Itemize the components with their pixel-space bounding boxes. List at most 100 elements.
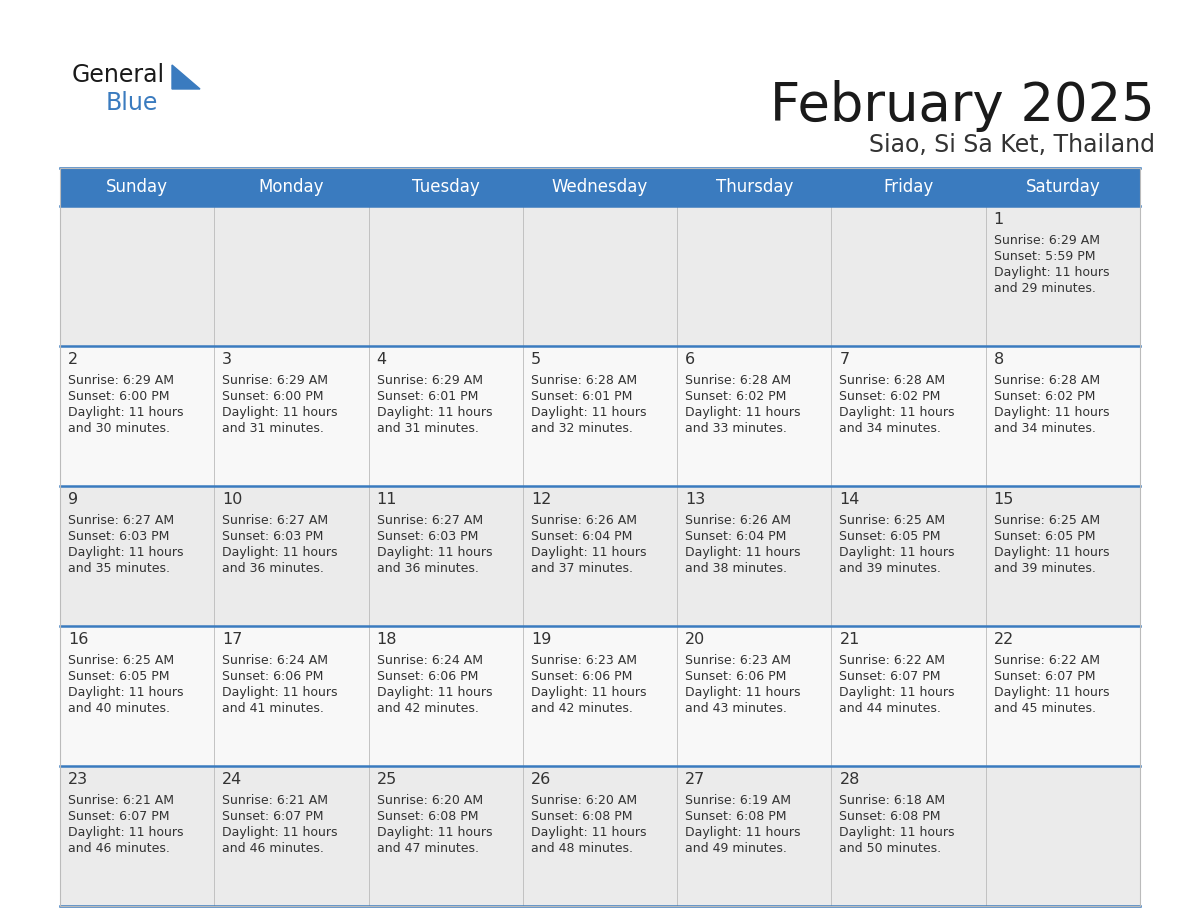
Text: Sunset: 6:08 PM: Sunset: 6:08 PM xyxy=(685,810,786,823)
Text: Daylight: 11 hours: Daylight: 11 hours xyxy=(377,546,492,559)
Text: Daylight: 11 hours: Daylight: 11 hours xyxy=(222,546,337,559)
Text: 7: 7 xyxy=(840,352,849,367)
Text: 6: 6 xyxy=(685,352,695,367)
Text: 5: 5 xyxy=(531,352,541,367)
Text: and 45 minutes.: and 45 minutes. xyxy=(993,702,1095,715)
Polygon shape xyxy=(172,65,200,89)
Text: Sunset: 6:03 PM: Sunset: 6:03 PM xyxy=(222,530,323,543)
Text: Sunset: 6:08 PM: Sunset: 6:08 PM xyxy=(377,810,478,823)
Text: and 34 minutes.: and 34 minutes. xyxy=(993,422,1095,435)
Bar xyxy=(61,346,1140,486)
Text: Sunrise: 6:25 AM: Sunrise: 6:25 AM xyxy=(68,654,175,667)
Text: Daylight: 11 hours: Daylight: 11 hours xyxy=(685,686,801,699)
Text: 19: 19 xyxy=(531,632,551,647)
Text: Daylight: 11 hours: Daylight: 11 hours xyxy=(531,546,646,559)
Text: Sunrise: 6:29 AM: Sunrise: 6:29 AM xyxy=(68,374,173,387)
Text: Sunrise: 6:25 AM: Sunrise: 6:25 AM xyxy=(840,514,946,527)
Text: Tuesday: Tuesday xyxy=(412,178,480,196)
Text: Monday: Monday xyxy=(259,178,324,196)
Text: 2: 2 xyxy=(68,352,78,367)
Text: Sunrise: 6:23 AM: Sunrise: 6:23 AM xyxy=(685,654,791,667)
Text: and 37 minutes.: and 37 minutes. xyxy=(531,562,633,575)
Text: Sunset: 6:07 PM: Sunset: 6:07 PM xyxy=(840,670,941,683)
Text: Daylight: 11 hours: Daylight: 11 hours xyxy=(68,826,183,839)
Text: Sunrise: 6:27 AM: Sunrise: 6:27 AM xyxy=(222,514,328,527)
Text: Sunrise: 6:29 AM: Sunrise: 6:29 AM xyxy=(377,374,482,387)
Text: Wednesday: Wednesday xyxy=(552,178,649,196)
Text: Sunrise: 6:29 AM: Sunrise: 6:29 AM xyxy=(993,234,1100,247)
Text: and 39 minutes.: and 39 minutes. xyxy=(993,562,1095,575)
Text: Siao, Si Sa Ket, Thailand: Siao, Si Sa Ket, Thailand xyxy=(868,133,1155,157)
Text: and 42 minutes.: and 42 minutes. xyxy=(531,702,633,715)
Text: and 41 minutes.: and 41 minutes. xyxy=(222,702,324,715)
Text: 22: 22 xyxy=(993,632,1015,647)
Text: 14: 14 xyxy=(840,492,860,507)
Text: and 29 minutes.: and 29 minutes. xyxy=(993,282,1095,295)
Text: Sunrise: 6:25 AM: Sunrise: 6:25 AM xyxy=(993,514,1100,527)
Text: and 50 minutes.: and 50 minutes. xyxy=(840,842,942,855)
Text: Daylight: 11 hours: Daylight: 11 hours xyxy=(531,406,646,419)
Text: Daylight: 11 hours: Daylight: 11 hours xyxy=(531,686,646,699)
Text: Sunset: 6:01 PM: Sunset: 6:01 PM xyxy=(531,390,632,403)
Text: and 31 minutes.: and 31 minutes. xyxy=(222,422,324,435)
Text: Sunset: 6:03 PM: Sunset: 6:03 PM xyxy=(68,530,170,543)
Text: Sunset: 6:05 PM: Sunset: 6:05 PM xyxy=(68,670,170,683)
Text: Daylight: 11 hours: Daylight: 11 hours xyxy=(377,826,492,839)
Text: Sunrise: 6:22 AM: Sunrise: 6:22 AM xyxy=(840,654,946,667)
Text: and 38 minutes.: and 38 minutes. xyxy=(685,562,788,575)
Text: Sunrise: 6:23 AM: Sunrise: 6:23 AM xyxy=(531,654,637,667)
Text: General: General xyxy=(72,63,165,87)
Text: 25: 25 xyxy=(377,772,397,787)
Bar xyxy=(61,486,1140,626)
Text: 11: 11 xyxy=(377,492,397,507)
Text: Daylight: 11 hours: Daylight: 11 hours xyxy=(993,406,1110,419)
Text: Sunset: 6:03 PM: Sunset: 6:03 PM xyxy=(377,530,478,543)
Text: Blue: Blue xyxy=(106,91,158,115)
Text: Daylight: 11 hours: Daylight: 11 hours xyxy=(68,546,183,559)
Text: Daylight: 11 hours: Daylight: 11 hours xyxy=(840,406,955,419)
Text: 24: 24 xyxy=(222,772,242,787)
Text: 15: 15 xyxy=(993,492,1015,507)
Text: Daylight: 11 hours: Daylight: 11 hours xyxy=(685,826,801,839)
Text: Daylight: 11 hours: Daylight: 11 hours xyxy=(685,546,801,559)
Text: 8: 8 xyxy=(993,352,1004,367)
Text: Daylight: 11 hours: Daylight: 11 hours xyxy=(993,546,1110,559)
Text: Saturday: Saturday xyxy=(1025,178,1100,196)
Text: Sunrise: 6:28 AM: Sunrise: 6:28 AM xyxy=(993,374,1100,387)
Text: Sunrise: 6:27 AM: Sunrise: 6:27 AM xyxy=(68,514,175,527)
Text: 21: 21 xyxy=(840,632,860,647)
Text: Sunrise: 6:20 AM: Sunrise: 6:20 AM xyxy=(377,794,482,807)
Bar xyxy=(61,626,1140,766)
Text: and 35 minutes.: and 35 minutes. xyxy=(68,562,170,575)
Text: Sunrise: 6:21 AM: Sunrise: 6:21 AM xyxy=(68,794,173,807)
Bar xyxy=(61,168,1140,906)
Text: and 31 minutes.: and 31 minutes. xyxy=(377,422,479,435)
Text: and 44 minutes.: and 44 minutes. xyxy=(840,702,941,715)
Text: and 33 minutes.: and 33 minutes. xyxy=(685,422,786,435)
Bar xyxy=(61,206,1140,346)
Text: Friday: Friday xyxy=(884,178,934,196)
Text: Sunset: 6:08 PM: Sunset: 6:08 PM xyxy=(840,810,941,823)
Text: Sunrise: 6:28 AM: Sunrise: 6:28 AM xyxy=(531,374,637,387)
Text: 1: 1 xyxy=(993,212,1004,227)
Text: Sunrise: 6:28 AM: Sunrise: 6:28 AM xyxy=(685,374,791,387)
Text: Daylight: 11 hours: Daylight: 11 hours xyxy=(222,406,337,419)
Text: Sunset: 6:07 PM: Sunset: 6:07 PM xyxy=(68,810,170,823)
Text: and 40 minutes.: and 40 minutes. xyxy=(68,702,170,715)
Text: Sunset: 6:01 PM: Sunset: 6:01 PM xyxy=(377,390,478,403)
Text: Sunrise: 6:24 AM: Sunrise: 6:24 AM xyxy=(377,654,482,667)
Text: Daylight: 11 hours: Daylight: 11 hours xyxy=(840,546,955,559)
Text: Sunrise: 6:26 AM: Sunrise: 6:26 AM xyxy=(531,514,637,527)
Text: 23: 23 xyxy=(68,772,88,787)
Text: Thursday: Thursday xyxy=(715,178,792,196)
Text: Sunset: 6:06 PM: Sunset: 6:06 PM xyxy=(685,670,786,683)
Text: 12: 12 xyxy=(531,492,551,507)
Text: and 49 minutes.: and 49 minutes. xyxy=(685,842,786,855)
Text: and 43 minutes.: and 43 minutes. xyxy=(685,702,786,715)
Text: Sunset: 6:07 PM: Sunset: 6:07 PM xyxy=(993,670,1095,683)
Text: Daylight: 11 hours: Daylight: 11 hours xyxy=(840,826,955,839)
Text: Sunset: 6:02 PM: Sunset: 6:02 PM xyxy=(993,390,1095,403)
Text: Daylight: 11 hours: Daylight: 11 hours xyxy=(993,266,1110,279)
Text: Sunrise: 6:24 AM: Sunrise: 6:24 AM xyxy=(222,654,328,667)
Text: Sunset: 6:02 PM: Sunset: 6:02 PM xyxy=(685,390,786,403)
